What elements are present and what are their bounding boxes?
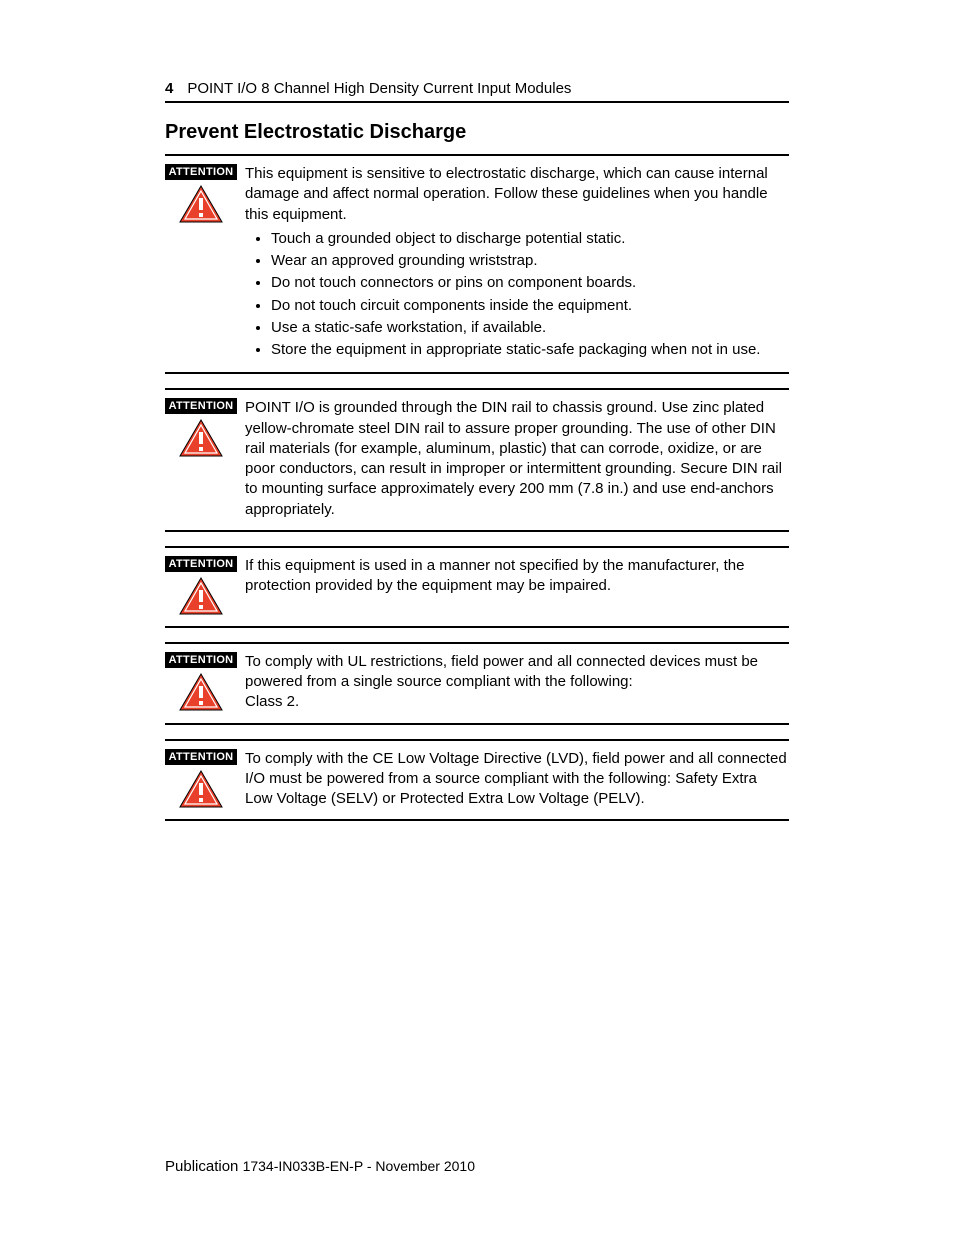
attention-bullet-list: Touch a grounded object to discharge pot… — [245, 229, 787, 361]
warning-icon — [178, 418, 224, 458]
footer-pubnum: 1734-IN033B-EN-P - November 2010 — [243, 1158, 475, 1174]
page: 4 POINT I/O 8 Channel High Density Curre… — [0, 0, 954, 1235]
attention-block: ATTENTION If this equipment is used in a… — [165, 546, 789, 628]
attention-block: ATTENTION To comply with the CE Low Volt… — [165, 739, 789, 822]
warning-icon — [178, 769, 224, 809]
attention-label: ATTENTION — [165, 398, 238, 414]
attention-bullet: Store the equipment in appropriate stati… — [271, 340, 787, 360]
attention-label: ATTENTION — [165, 652, 238, 668]
attention-text: POINT I/O is grounded through the DIN ra… — [237, 398, 789, 520]
page-footer: Publication 1734-IN033B-EN-P - November … — [165, 1158, 475, 1175]
attention-label: ATTENTION — [165, 164, 238, 180]
attention-badge: ATTENTION — [165, 398, 237, 520]
attention-text: If this equipment is used in a manner no… — [237, 556, 789, 616]
attention-bullet: Do not touch connectors or pins on compo… — [271, 273, 787, 293]
attention-badge: ATTENTION — [165, 749, 237, 810]
page-number: 4 — [165, 80, 173, 97]
attention-bullet: Touch a grounded object to discharge pot… — [271, 229, 787, 249]
attention-badge: ATTENTION — [165, 652, 237, 713]
warning-icon — [178, 184, 224, 224]
attention-block: ATTENTION POINT I/O is grounded through … — [165, 388, 789, 532]
attention-block: ATTENTION To comply with UL restrictions… — [165, 642, 789, 725]
warning-icon — [178, 672, 224, 712]
attention-text: To comply with the CE Low Voltage Direct… — [237, 749, 789, 810]
attention-bullet: Wear an approved grounding wriststrap. — [271, 251, 787, 271]
attention-bullet: Do not touch circuit components inside t… — [271, 296, 787, 316]
attention-text: This equipment is sensitive to electrost… — [237, 164, 789, 362]
page-header: 4 POINT I/O 8 Channel High Density Curre… — [165, 80, 789, 97]
attention-text: To comply with UL restrictions, field po… — [237, 652, 789, 713]
footer-prefix: Publication — [165, 1158, 243, 1175]
attention-bullet: Use a static-safe workstation, if availa… — [271, 318, 787, 338]
attention-badge: ATTENTION — [165, 556, 237, 616]
attention-intro: This equipment is sensitive to electrost… — [245, 165, 768, 223]
attention-badge: ATTENTION — [165, 164, 237, 362]
attention-label: ATTENTION — [165, 556, 238, 572]
attention-label: ATTENTION — [165, 749, 238, 765]
document-title: POINT I/O 8 Channel High Density Current… — [187, 80, 571, 97]
warning-icon — [178, 576, 224, 616]
header-rule — [165, 101, 789, 103]
attention-block: ATTENTION This equipment is sensitive to… — [165, 154, 789, 374]
section-title: Prevent Electrostatic Discharge — [165, 121, 789, 144]
